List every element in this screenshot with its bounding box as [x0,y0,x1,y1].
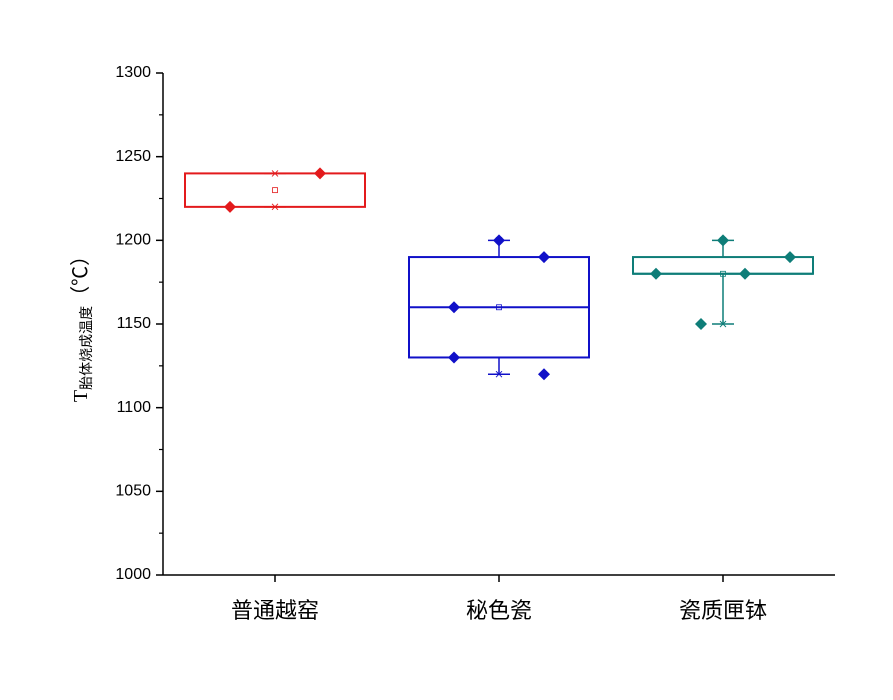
data-point [650,267,662,280]
min-marker [719,320,727,328]
x-tick-label: 普通越窑 [231,598,319,623]
data-point [538,251,550,264]
data-point [448,301,460,314]
mean-marker [496,304,502,311]
data-point [448,351,460,364]
y-tick-label: 1000 [115,566,151,583]
data-point [224,200,236,213]
data-point [739,267,751,280]
box [184,172,366,208]
y-tick-label: 1050 [115,483,151,500]
y-tick-label: 1250 [115,148,151,165]
max-marker [271,170,279,177]
y-axis-label: T胎体烧成温度（℃） [69,246,96,402]
min-marker [271,203,279,211]
x-tick-label: 秘色瓷 [466,598,532,623]
box-group [184,167,366,213]
data-point [493,234,505,247]
y-label-symbol: T [70,390,92,402]
y-tick-label: 1150 [117,315,152,332]
y-tick-label: 1300 [115,64,151,81]
y-tick-label: 1200 [115,232,151,249]
data-point [538,368,550,381]
y-label-unit: （℃） [69,246,92,306]
y-axis-title: T胎体烧成温度（℃） [69,246,96,402]
min-marker [495,370,503,378]
mean-marker [272,187,278,194]
y-label-subscript: 胎体烧成温度 [79,306,95,390]
data-point [695,318,707,330]
y-tick-label: 1100 [117,399,152,416]
data-point [314,167,326,180]
box-group [632,234,814,330]
box-group [408,234,590,381]
x-tick-label: 瓷质匣钵 [679,598,767,623]
data-point [717,234,729,247]
data-point [784,251,796,264]
mean-marker [720,270,726,277]
